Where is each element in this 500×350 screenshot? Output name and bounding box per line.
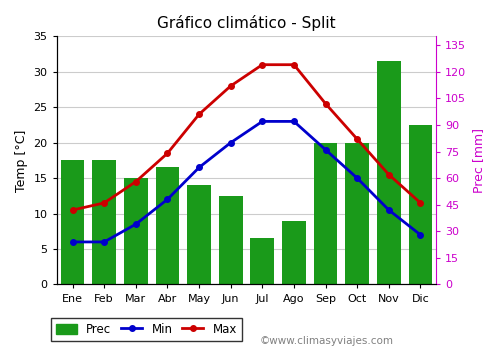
Bar bbox=[156, 168, 180, 285]
Bar bbox=[408, 125, 432, 285]
Title: Gráfico climático - Split: Gráfico climático - Split bbox=[157, 15, 336, 31]
Bar bbox=[124, 178, 148, 285]
Bar bbox=[346, 143, 369, 285]
Y-axis label: Temp [°C]: Temp [°C] bbox=[15, 129, 28, 191]
Bar bbox=[282, 220, 306, 285]
Bar bbox=[377, 61, 400, 285]
Bar bbox=[314, 143, 338, 285]
Y-axis label: Prec [mm]: Prec [mm] bbox=[472, 128, 485, 193]
Bar bbox=[92, 160, 116, 285]
Legend: Prec, Min, Max: Prec, Min, Max bbox=[51, 318, 242, 341]
Bar bbox=[187, 185, 211, 285]
Text: ©www.climasyviajes.com: ©www.climasyviajes.com bbox=[260, 336, 394, 346]
Bar bbox=[219, 196, 242, 285]
Bar bbox=[60, 160, 84, 285]
Bar bbox=[250, 238, 274, 285]
